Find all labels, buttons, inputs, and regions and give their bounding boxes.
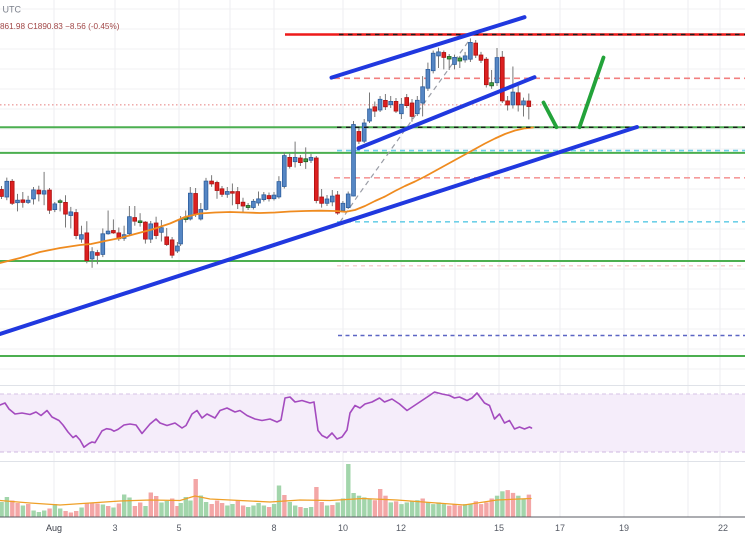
svg-text:UTC: UTC [3, 5, 22, 15]
svg-text:861.98 C1890.83 −8.56 (-0.45: 861.98 C1890.83 −8.56 (-0.45%) [0, 22, 120, 31]
svg-text:19: 19 [619, 523, 629, 533]
svg-text:15: 15 [494, 523, 504, 533]
svg-text:10: 10 [338, 523, 348, 533]
svg-text:8: 8 [271, 523, 276, 533]
svg-text:5: 5 [176, 523, 181, 533]
svg-text:3: 3 [112, 523, 117, 533]
svg-text:Aug: Aug [46, 523, 62, 533]
svg-text:22: 22 [718, 523, 728, 533]
svg-text:12: 12 [396, 523, 406, 533]
svg-text:17: 17 [555, 523, 565, 533]
